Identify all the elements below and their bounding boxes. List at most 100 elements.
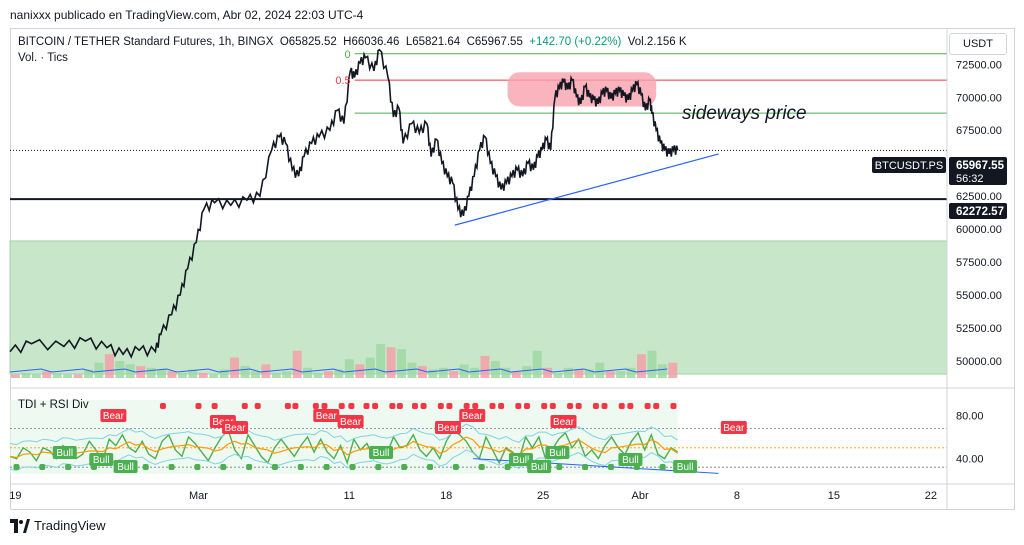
bull-dot — [246, 464, 253, 470]
time-tick-label: 22 — [925, 490, 937, 502]
sideways-highlight — [507, 72, 657, 107]
price-tag-countdown: 56:32 — [956, 173, 984, 185]
signal-line — [9, 436, 679, 459]
level-lines — [10, 53, 947, 201]
bull-label-box — [369, 446, 394, 459]
volume-bars — [9, 344, 678, 378]
volume-bar — [292, 350, 302, 378]
volume-bar — [470, 367, 480, 378]
volume-bar — [522, 366, 532, 378]
bear-label: Bear — [462, 411, 484, 422]
bull-dot — [65, 464, 72, 470]
volume-bar — [344, 359, 354, 378]
bear-dot — [396, 403, 403, 409]
time-tick-label: Mar — [189, 490, 208, 502]
volume-bar — [104, 354, 114, 378]
bull-label: Bull — [373, 448, 390, 459]
level-tag: 62272.57 — [949, 203, 1007, 219]
tradingview-logo-icon — [10, 518, 30, 533]
volume-bar — [334, 369, 344, 378]
level-tag-price: 62272.57 — [956, 206, 1004, 218]
bull-dot — [271, 464, 278, 470]
indicator-legend[interactable]: TDI + RSI Div — [18, 399, 89, 411]
oscillator-tick-label: 80.00 — [956, 410, 984, 422]
bull-dot — [582, 464, 589, 470]
bear-label: Bear — [224, 423, 246, 434]
bear-dot — [284, 403, 291, 409]
currency-button[interactable]: USDT — [949, 33, 1007, 55]
bear-dot — [472, 403, 479, 409]
bear-dot — [312, 403, 319, 409]
volume-bar — [553, 372, 563, 378]
bull-label: Bull — [513, 455, 530, 466]
bull-dot — [478, 464, 485, 470]
bear-dot — [592, 403, 599, 409]
price-tag-price: 65967.55 — [956, 160, 1005, 172]
time-axis[interactable]: 19 Mar 11 18 25 Abr 8 15 22 — [9, 490, 937, 502]
volume-bar — [438, 367, 448, 378]
volume-bar — [282, 371, 292, 378]
volume-bar — [313, 372, 323, 378]
volume-bar — [52, 372, 62, 378]
volume-bar — [209, 374, 219, 378]
bull-dot — [194, 464, 201, 470]
volume-bar — [647, 350, 657, 378]
bear-dot — [489, 403, 496, 409]
price-tick-label: 67500.00 — [956, 125, 1002, 137]
volume-bar — [188, 369, 198, 378]
upper-band-line — [9, 423, 678, 446]
volume-bar — [177, 372, 187, 378]
bull-label-box — [113, 460, 138, 473]
bear-label-box — [434, 421, 461, 434]
bear-label-box — [550, 415, 577, 428]
volume-bar — [376, 344, 386, 378]
bull-label: Bull — [117, 462, 134, 473]
symbol-legend: BITCOIN / TETHER Standard Futures, 1h, B… — [18, 36, 687, 48]
annotation-text[interactable]: sideways price — [682, 103, 807, 124]
ohlc-low: L65821.64 — [405, 36, 461, 48]
volume-bar — [146, 367, 156, 378]
bear-label: Bear — [103, 411, 125, 422]
bull-dot — [39, 464, 46, 470]
bear-dot — [420, 403, 427, 409]
bull-dot — [13, 464, 20, 470]
bear-dot — [254, 403, 261, 409]
bear-dot — [498, 403, 505, 409]
price-tick-label: 50000.00 — [956, 356, 1002, 368]
volume-bar — [657, 364, 667, 378]
bull-dot — [504, 464, 511, 470]
volume-bar — [136, 366, 146, 378]
volume-bar — [84, 369, 93, 378]
volume-bar — [31, 374, 41, 378]
price-tick-label: 52500.00 — [956, 323, 1002, 335]
fib-label: 0 — [345, 49, 351, 61]
volume-bar — [637, 354, 646, 378]
price-tick-label: 62500.00 — [956, 191, 1002, 203]
volume-legend[interactable]: Vol. · Tics — [18, 52, 68, 64]
volume-bar — [605, 371, 615, 378]
bear-dot — [670, 403, 677, 409]
bull-label: Bull — [677, 462, 694, 473]
bull-label-box — [508, 453, 533, 466]
bull-dot — [427, 464, 434, 470]
bull-dot — [297, 464, 304, 470]
bear-dot — [211, 403, 218, 409]
trendline[interactable] — [454, 153, 719, 226]
volume-bar — [417, 366, 427, 378]
bull-label-box — [89, 453, 114, 466]
volume-bar — [167, 371, 177, 378]
bear-dot — [463, 403, 470, 409]
volume-bar — [250, 371, 260, 378]
volume-bar — [42, 371, 52, 378]
volume-bar — [459, 364, 469, 378]
price-tick-label: 57500.00 — [956, 257, 1002, 269]
bull-label: Bull — [549, 448, 566, 459]
time-tick-label: 15 — [828, 490, 840, 502]
footer-brand[interactable]: TradingView — [10, 518, 106, 533]
bear-label-box — [459, 409, 486, 422]
bull-label-box — [527, 460, 552, 473]
volume-bar — [532, 350, 542, 378]
bear-dot — [523, 403, 530, 409]
volume-bar — [584, 369, 594, 378]
